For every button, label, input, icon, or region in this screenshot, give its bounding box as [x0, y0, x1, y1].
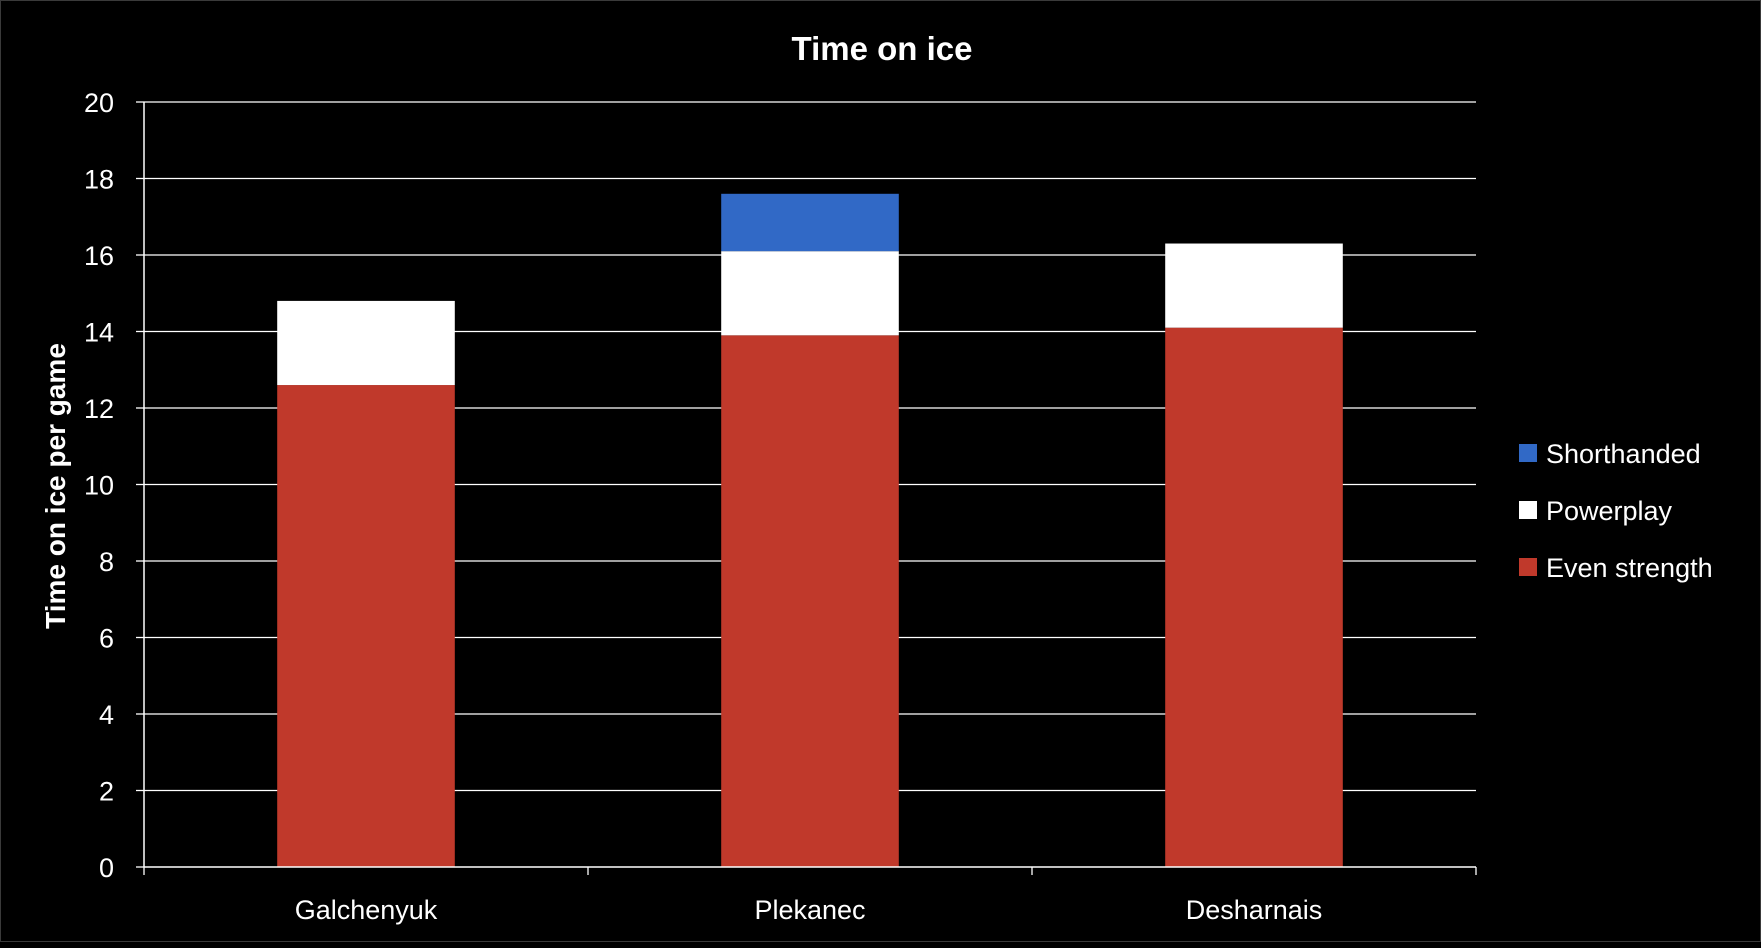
legend-item: Even strength [1519, 553, 1713, 583]
legend-swatch [1519, 444, 1537, 462]
chart-title: Time on ice [792, 30, 973, 67]
legend-label: Powerplay [1546, 496, 1673, 526]
y-tick-label: 14 [84, 318, 114, 348]
y-tick-label: 18 [84, 165, 114, 195]
bar-segment-shorthanded [721, 193, 899, 252]
y-axis-label: Time on ice per game [40, 343, 71, 629]
y-tick-label: 20 [84, 88, 114, 118]
bar-segment-even-strength [277, 385, 455, 867]
bars [277, 193, 1343, 867]
bar-segment-powerplay [277, 300, 455, 386]
x-tick-label: Desharnais [1186, 895, 1323, 925]
y-tick-labels: 0 2 4 6 8 10 12 14 16 18 20 [84, 88, 114, 883]
x-tick-label: Plekanec [754, 895, 865, 925]
bar-segment-even-strength [1165, 327, 1343, 867]
y-tick-label: 2 [99, 777, 114, 807]
legend-swatch [1519, 558, 1537, 576]
legend-item: Shorthanded [1519, 439, 1701, 469]
bar-segment-powerplay [721, 251, 899, 336]
y-tick-label: 6 [99, 624, 114, 654]
legend-label: Even strength [1546, 553, 1713, 583]
y-tick-label: 8 [99, 547, 114, 577]
y-tick-label: 16 [84, 241, 114, 271]
legend-swatch [1519, 501, 1537, 519]
x-tick-labels: Galchenyuk Plekanec Desharnais [295, 895, 1323, 925]
y-tick-label: 4 [99, 700, 114, 730]
bar-segment-even-strength [721, 335, 899, 867]
legend-label: Shorthanded [1546, 439, 1701, 469]
axes [136, 101, 1477, 875]
y-tick-label: 12 [84, 394, 114, 424]
y-tick-label: 10 [84, 471, 114, 501]
bar-segment-powerplay [1165, 243, 1343, 328]
x-tick-label: Galchenyuk [295, 895, 438, 925]
legend-item: Powerplay [1519, 496, 1673, 526]
legend: Shorthanded Powerplay Even strength [1519, 439, 1713, 583]
y-tick-label: 0 [99, 853, 114, 883]
